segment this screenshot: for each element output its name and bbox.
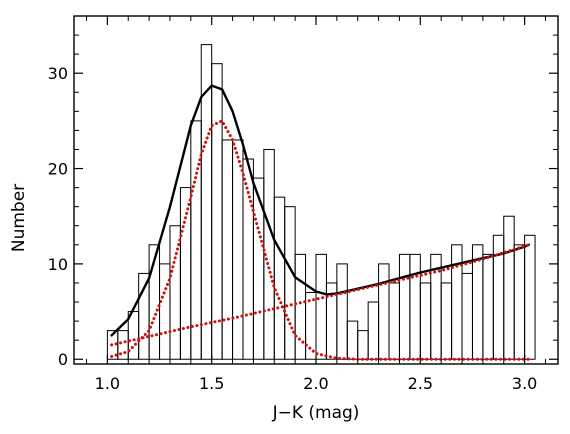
histogram-bar [336,263,348,360]
histogram-bars [106,44,536,360]
y-tick-label: 0 [58,350,68,369]
x-tick-label: 3.0 [512,374,537,393]
y-tick-label: 30 [48,64,68,83]
x-axis-title: J−K (mag) [272,403,360,423]
x-tick-label: 2.5 [408,374,433,393]
x-axis-ticks: 1.0 1.5 2.0 2.5 3.0 [86,16,546,393]
x-tick-label: 1.5 [199,374,224,393]
x-tick-label: 2.0 [303,374,328,393]
y-axis-ticks: 0 10 20 30 [48,34,558,369]
y-tick-label: 20 [48,160,68,179]
fit-curves [110,84,531,361]
dotted-fit-curve [110,119,531,361]
x-tick-label: 1.0 [95,374,120,393]
histogram-bar [524,234,536,360]
total-fit-curve [110,84,530,337]
y-axis-title: Number [9,184,29,252]
y-tick-label: 10 [48,255,68,274]
